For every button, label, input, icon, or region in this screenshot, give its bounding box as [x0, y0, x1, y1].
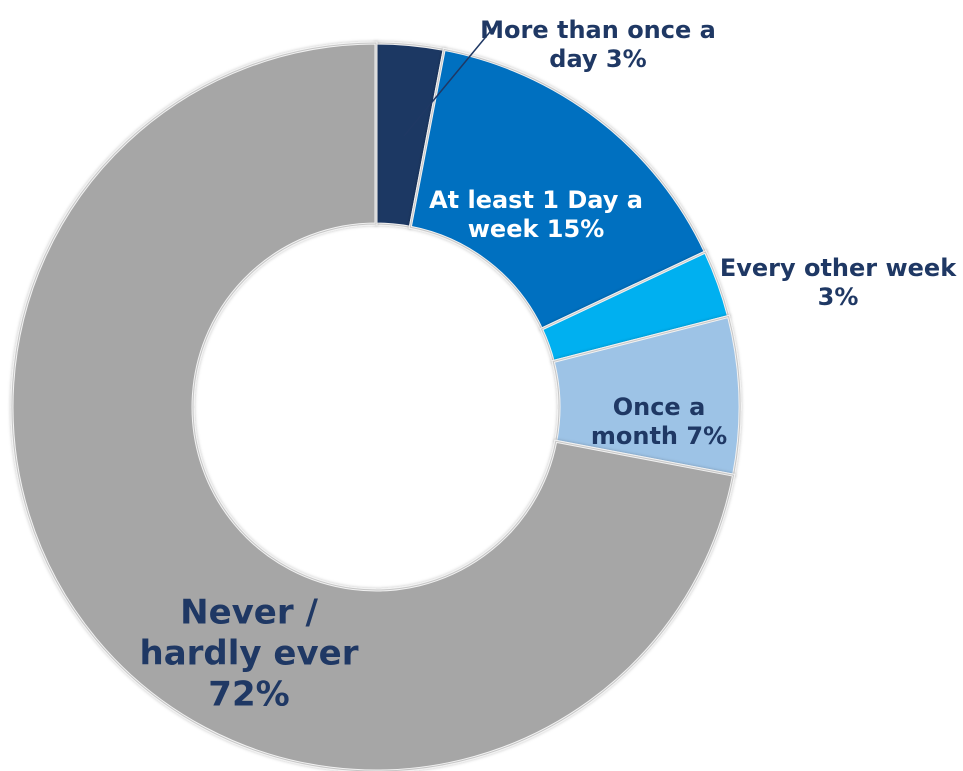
data-label-1-line-1: More than once a — [480, 16, 716, 44]
donut-slice-outline-2 — [409, 48, 707, 330]
donut-slice-5 — [10, 41, 736, 771]
data-label-4-line-1: Once a — [613, 393, 706, 421]
donut-slice-2 — [408, 47, 708, 332]
data-label-4-line-2: month 7% — [591, 422, 727, 450]
data-label-2-line-1: At least 1 Day a — [429, 186, 643, 214]
data-label-2-line-2: week 15% — [468, 215, 605, 243]
data-label-3-line-2: 3% — [818, 283, 859, 311]
donut-slice-outline-5 — [11, 42, 735, 771]
data-label-3-line-1: Every other week — [720, 254, 957, 282]
data-label-1-line-2: day 3% — [549, 45, 646, 73]
data-label-5-line-2: hardly ever — [140, 634, 359, 674]
data-label-5-line-1: Never / — [180, 593, 318, 633]
data-label-5-line-3: 72% — [208, 675, 289, 715]
leader-line-1 — [403, 26, 495, 137]
slices-group — [10, 41, 742, 771]
